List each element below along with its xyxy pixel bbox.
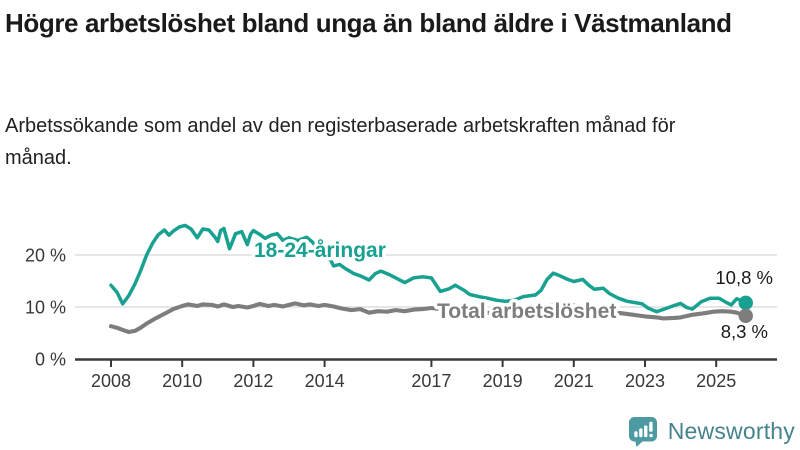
series-line-total [108, 301, 748, 335]
y-axis-tick-label: 20 % [25, 246, 66, 266]
y-axis-tick-label: 0 % [35, 350, 66, 370]
end-value-label-youth: 10,8 % [715, 267, 773, 288]
x-axis-tick-label: 2014 [305, 371, 345, 391]
newsworthy-logo-text: Newsworthy [667, 418, 795, 444]
x-axis-tick-label: 2017 [411, 371, 451, 391]
x-axis-tick-label: 2021 [554, 371, 594, 391]
end-value-label-total: 8,3 % [721, 321, 768, 342]
page-title: Högre arbetslöshet bland unga än bland ä… [5, 8, 732, 38]
newsworthy-logo[interactable]: Newsworthy [628, 416, 795, 447]
end-dot-youth [738, 295, 753, 311]
series-line-youth [109, 223, 748, 314]
x-axis-tick-label: 2012 [233, 371, 273, 391]
series-label-total: Total arbetslöshet [437, 300, 616, 323]
series-label-youth: 18-24-åringar [254, 239, 386, 262]
chart-subtitle: Arbetssökande som andel av den registerb… [5, 115, 676, 169]
newsworthy-logo-icon [628, 417, 657, 447]
x-axis-tick-label: 2023 [625, 371, 665, 391]
x-axis-tick-label: 2010 [162, 371, 202, 391]
x-axis-tick-label: 2025 [696, 371, 736, 391]
end-dot-total [738, 308, 753, 324]
y-axis-tick-label: 10 % [25, 298, 66, 318]
x-axis-tick-label: 2019 [483, 371, 523, 391]
x-axis-tick-label: 2008 [91, 371, 131, 391]
